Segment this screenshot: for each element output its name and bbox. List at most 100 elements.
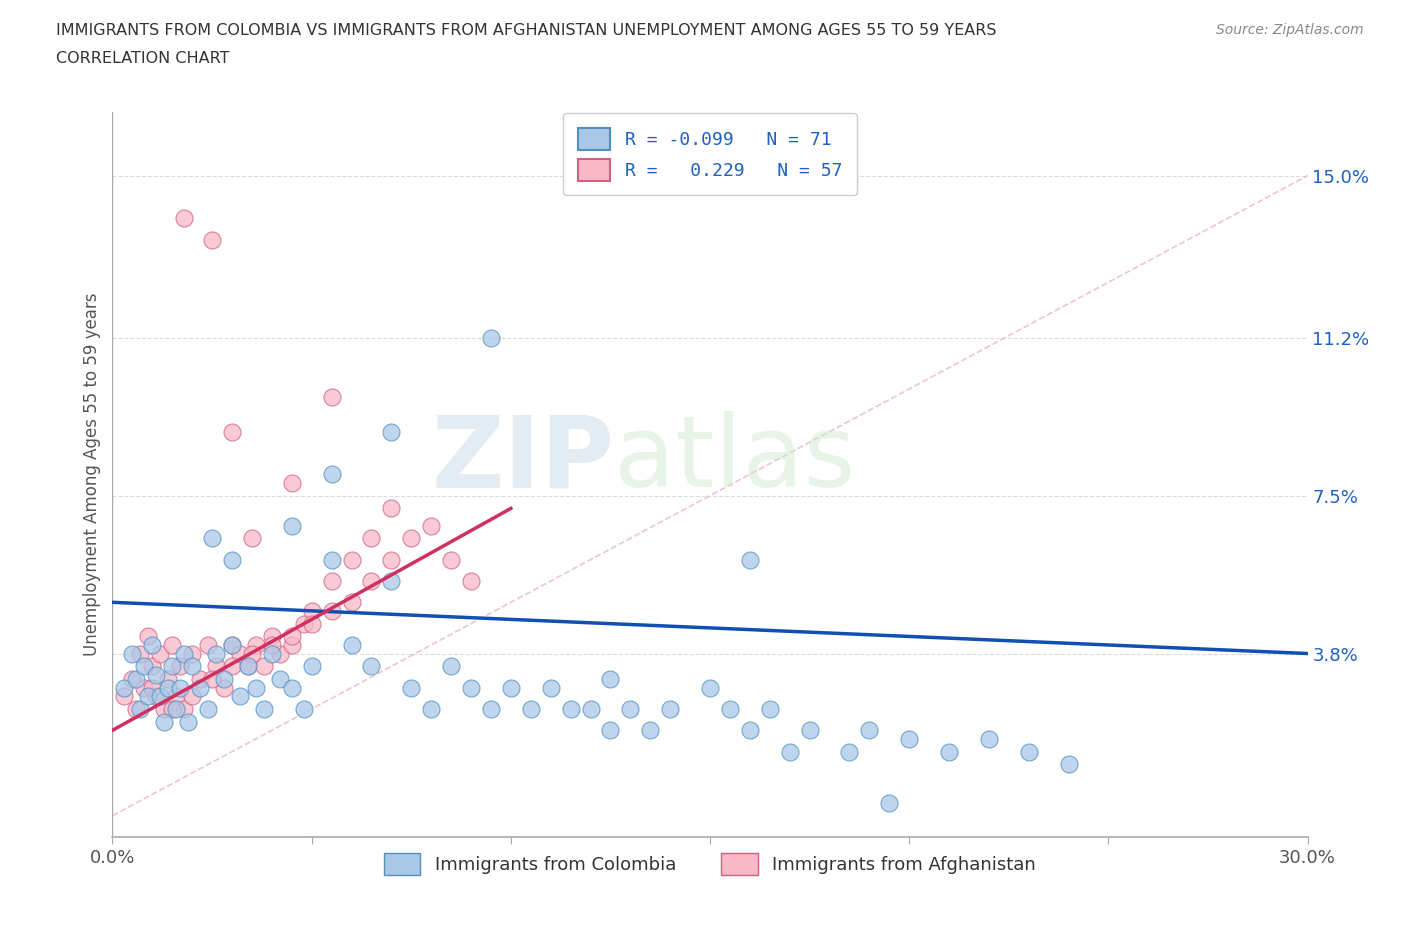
Point: [138, 689, 160, 704]
Point: [599, 723, 621, 737]
Point: [153, 701, 176, 716]
Text: Source: ZipAtlas.com: Source: ZipAtlas.com: [1216, 23, 1364, 37]
Point: [579, 701, 602, 716]
Point: [499, 680, 522, 695]
Point: [173, 211, 195, 226]
Point: [520, 701, 543, 716]
Point: [162, 658, 183, 673]
Point: [260, 646, 283, 661]
Point: [212, 680, 235, 695]
Point: [699, 680, 721, 695]
Point: [460, 680, 482, 695]
Point: [479, 330, 502, 345]
Point: [177, 714, 200, 729]
Point: [560, 701, 582, 716]
Point: [149, 646, 172, 661]
Point: [197, 638, 219, 653]
Point: [269, 646, 291, 661]
Point: [260, 638, 283, 653]
Text: CORRELATION CHART: CORRELATION CHART: [56, 51, 229, 66]
Point: [838, 744, 860, 759]
Point: [181, 689, 204, 704]
Point: [165, 701, 187, 716]
Point: [340, 638, 363, 653]
Point: [321, 467, 343, 482]
Point: [759, 701, 782, 716]
Point: [240, 646, 263, 661]
Point: [281, 475, 304, 490]
Point: [281, 518, 304, 533]
Text: IMMIGRANTS FROM COLOMBIA VS IMMIGRANTS FROM AFGHANISTAN UNEMPLOYMENT AMONG AGES : IMMIGRANTS FROM COLOMBIA VS IMMIGRANTS F…: [56, 23, 997, 38]
Point: [114, 680, 135, 695]
Point: [738, 552, 761, 567]
Point: [440, 552, 463, 567]
Point: [129, 646, 152, 661]
Point: [799, 723, 821, 737]
Text: ZIP: ZIP: [432, 411, 614, 509]
Point: [181, 658, 204, 673]
Point: [201, 671, 224, 686]
Point: [321, 574, 343, 589]
Point: [540, 680, 562, 695]
Point: [121, 646, 143, 661]
Point: [640, 723, 662, 737]
Text: atlas: atlas: [614, 411, 856, 509]
Point: [619, 701, 641, 716]
Point: [340, 595, 363, 610]
Point: [1018, 744, 1040, 759]
Point: [380, 501, 402, 516]
Point: [121, 671, 143, 686]
Point: [301, 658, 323, 673]
Point: [281, 629, 304, 644]
Point: [360, 574, 382, 589]
Point: [401, 680, 423, 695]
Point: [201, 232, 224, 247]
Point: [169, 680, 191, 695]
Point: [301, 604, 323, 618]
Point: [245, 680, 267, 695]
Point: [162, 701, 183, 716]
Point: [281, 680, 304, 695]
Point: [173, 701, 195, 716]
Point: [360, 531, 382, 546]
Point: [145, 689, 167, 704]
Point: [149, 689, 172, 704]
Point: [380, 424, 402, 439]
Point: [420, 518, 443, 533]
Point: [898, 731, 921, 746]
Point: [858, 723, 880, 737]
Point: [221, 424, 243, 439]
Y-axis label: Unemployment Among Ages 55 to 59 years: Unemployment Among Ages 55 to 59 years: [83, 293, 101, 656]
Point: [440, 658, 463, 673]
Point: [169, 658, 191, 673]
Point: [321, 390, 343, 405]
Point: [479, 701, 502, 716]
Point: [188, 671, 211, 686]
Point: [141, 658, 163, 673]
Legend: Immigrants from Colombia, Immigrants from Afghanistan: Immigrants from Colombia, Immigrants fro…: [377, 846, 1043, 883]
Point: [938, 744, 960, 759]
Point: [153, 714, 176, 729]
Point: [879, 795, 901, 810]
Point: [281, 638, 304, 653]
Point: [340, 552, 363, 567]
Point: [360, 658, 382, 673]
Point: [205, 658, 228, 673]
Point: [738, 723, 761, 737]
Point: [114, 689, 135, 704]
Point: [292, 617, 315, 631]
Point: [134, 680, 156, 695]
Point: [212, 671, 235, 686]
Point: [253, 701, 276, 716]
Point: [240, 531, 263, 546]
Point: [718, 701, 741, 716]
Point: [205, 646, 228, 661]
Point: [659, 701, 682, 716]
Point: [188, 680, 211, 695]
Point: [292, 701, 315, 716]
Point: [260, 629, 283, 644]
Point: [977, 731, 1000, 746]
Point: [129, 701, 152, 716]
Point: [141, 638, 163, 653]
Point: [236, 658, 259, 673]
